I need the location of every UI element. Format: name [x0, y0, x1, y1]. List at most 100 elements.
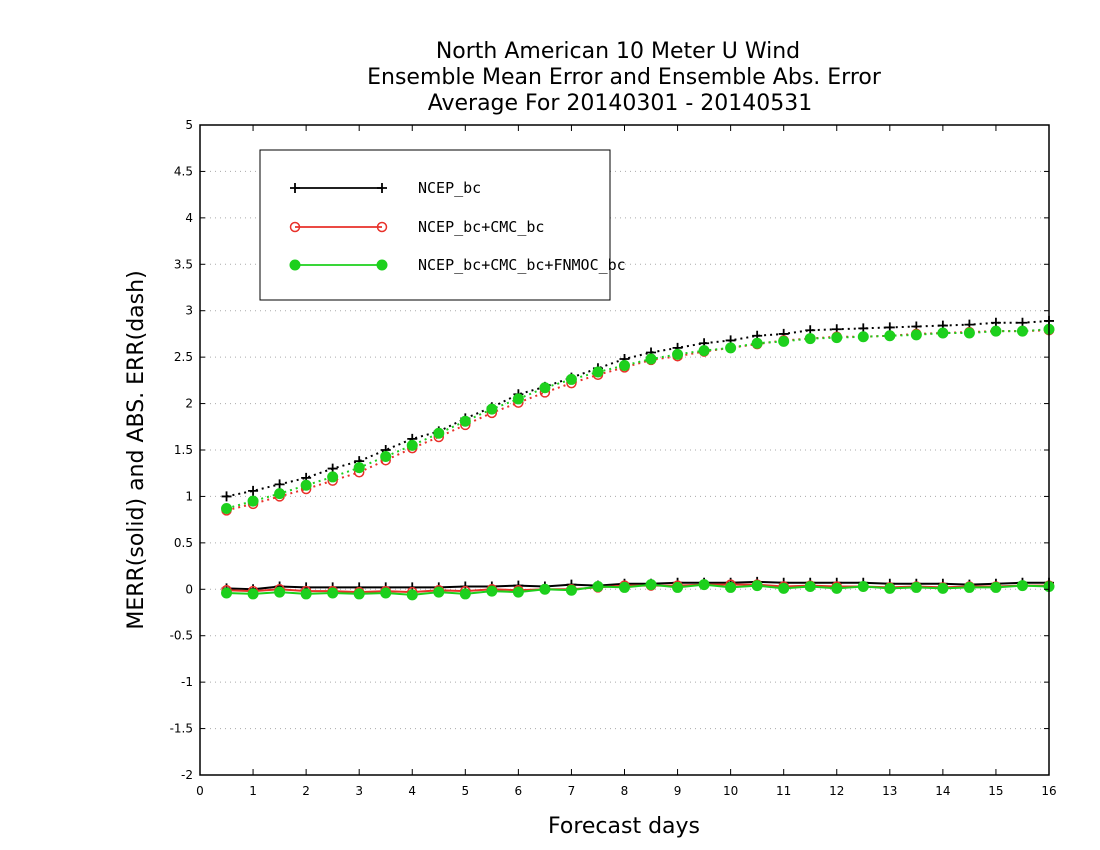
abs-err-point — [831, 332, 843, 344]
merr-point — [857, 581, 869, 592]
x-tick-label: 1 — [249, 784, 257, 798]
abs-err-point — [512, 393, 524, 405]
abs-err-point — [221, 503, 233, 514]
legend-items: NCEP_bc NCEP_bc+CMC_bc NCEP_bc+CMC_bc+FNMO… — [289, 179, 626, 274]
y-tick-label: 2.5 — [174, 350, 193, 364]
merr-point — [353, 588, 365, 600]
merr-point — [327, 587, 339, 599]
merr-point — [300, 588, 312, 600]
abs-err-point — [247, 495, 259, 507]
legend-marker — [376, 259, 388, 271]
merr-point — [963, 581, 975, 593]
merr-point — [937, 582, 949, 594]
chart-title: North American 10 Meter U Wind Ensemble … — [367, 39, 882, 116]
x-tick-label: 12 — [829, 784, 844, 798]
x-tick-label: 11 — [776, 784, 791, 798]
abs-err-point — [645, 353, 657, 365]
merr-point — [751, 580, 763, 592]
legend: NCEP_bc NCEP_bc+CMC_bc NCEP_bc+CMC_bc+FNMO… — [259, 149, 626, 301]
series-1 — [221, 324, 1055, 598]
axis-ticks: -2-1.5-1-0.500.511.522.533.544.550 1 2 3 4 5 6… — [170, 118, 1057, 798]
x-axis-label: Forecast days — [548, 814, 700, 839]
abs-err-point — [300, 479, 312, 491]
abs-err-point — [751, 337, 763, 349]
merr-point — [725, 581, 737, 593]
abs-err-point — [353, 462, 365, 474]
y-tick-label: 3.5 — [174, 257, 193, 271]
abs-err-point — [698, 345, 710, 357]
abs-err-point — [672, 348, 684, 360]
y-tick-label: 1.5 — [174, 443, 193, 457]
abs-err-point — [406, 439, 418, 451]
abs-err-point — [725, 342, 737, 354]
abs-err-point — [963, 327, 975, 339]
merr-point — [247, 588, 259, 600]
abs-err-point — [778, 335, 790, 347]
merr-point — [804, 581, 816, 592]
x-tick-label: 9 — [674, 784, 682, 798]
series-0 — [221, 315, 1054, 595]
legend-item: NCEP_bc+CMC_bc+FNMOC_bc — [289, 256, 626, 274]
abs-err-point — [433, 427, 445, 439]
legend-marker — [290, 183, 300, 193]
abs-err-point — [274, 479, 285, 490]
x-tick-label: 5 — [461, 784, 469, 798]
series-2 — [221, 323, 1055, 601]
abs-err-point — [274, 488, 286, 500]
y-tick-label: 4.5 — [174, 164, 193, 178]
x-tick-label: 4 — [408, 784, 416, 798]
y-tick-label: 1 — [185, 489, 193, 503]
y-tick-label: -0.5 — [170, 629, 193, 643]
abs-err-point — [380, 451, 392, 462]
x-tick-label: 13 — [882, 784, 897, 798]
abs-err-point — [990, 325, 1002, 337]
merr-point — [910, 581, 922, 593]
abs-err-point — [1016, 325, 1028, 337]
y-tick-label: -1.5 — [170, 722, 193, 736]
abs-err-point — [486, 403, 498, 415]
legend-marker — [289, 221, 301, 233]
x-tick-label: 6 — [515, 784, 523, 798]
merr-point — [459, 588, 471, 600]
y-tick-label: 3 — [185, 304, 193, 318]
merr-point — [831, 582, 843, 594]
merr-point — [486, 585, 498, 597]
abs-err-line — [226, 319, 1050, 498]
merr-point — [778, 582, 790, 594]
merr-point — [274, 586, 286, 598]
merr-point — [221, 587, 233, 599]
legend-marker — [376, 221, 388, 233]
abs-err-point — [619, 360, 630, 371]
abs-err-point — [884, 330, 896, 342]
legend-label: NCEP_bc+CMC_bc — [418, 218, 544, 236]
y-axis-label: MERR(solid) and ABS. ERR(dash) — [124, 270, 149, 629]
abs-err-point — [857, 331, 869, 343]
x-tick-label: 0 — [196, 784, 204, 798]
y-tick-label: 0 — [185, 582, 193, 596]
merr-point — [698, 579, 710, 591]
merr-point — [565, 584, 577, 596]
abs-err-point — [248, 485, 259, 496]
y-tick-label: 5 — [185, 118, 193, 132]
chart-title-line-2: Ensemble Mean Error and Ensemble Abs. Er… — [367, 65, 882, 90]
abs-err-point — [910, 329, 922, 341]
abs-err-line — [226, 328, 1050, 510]
y-tick-label: -1 — [181, 675, 193, 689]
abs-err-point — [459, 415, 471, 427]
y-tick-label: 4 — [185, 211, 193, 225]
chart-title-line-3: Average For 20140301 - 20140531 — [428, 91, 813, 116]
abs-err-point — [565, 373, 577, 385]
abs-err-point — [592, 366, 604, 378]
series-layer — [221, 315, 1055, 601]
merr-point — [406, 589, 418, 601]
y-tick-label: 0.5 — [174, 536, 193, 550]
merr-point — [990, 581, 1002, 593]
legend-box — [259, 149, 611, 301]
merr-point — [592, 581, 604, 592]
y-tick-label: 2 — [185, 397, 193, 411]
abs-err-point — [221, 491, 232, 502]
merr-point — [539, 583, 551, 595]
abs-err-point — [539, 382, 551, 394]
x-tick-label: 10 — [723, 784, 738, 798]
